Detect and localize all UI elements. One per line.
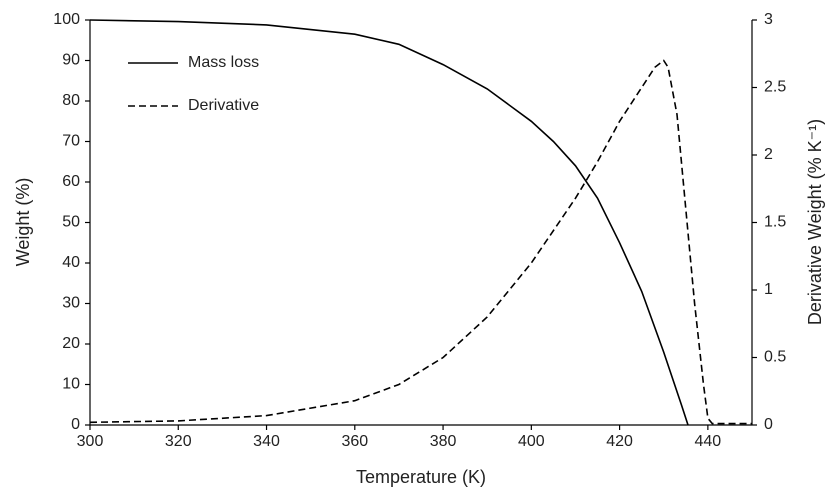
y2-tick-label: 2 [764, 146, 773, 163]
data-line [89, 19, 689, 426]
y2-tick-label: 1.5 [764, 214, 786, 231]
y-tick-label: 10 [62, 376, 80, 393]
y2-tick-label: 3 [764, 11, 773, 28]
y2-tick-label: 0.5 [764, 349, 786, 366]
y2-tick-label: 1 [764, 281, 773, 298]
legend-label: Mass loss [188, 54, 259, 71]
y-axis-label: Weight (%) [13, 178, 33, 267]
y-tick-label: 100 [53, 11, 80, 28]
x-tick-label: 400 [518, 433, 545, 450]
x-tick-label: 340 [253, 433, 280, 450]
legend-label: Derivative [188, 97, 259, 114]
y-tick-label: 70 [62, 133, 80, 150]
x-tick-label: 320 [165, 433, 192, 450]
y-tick-label: 0 [71, 416, 80, 433]
x-tick-label: 420 [606, 433, 633, 450]
x-tick-label: 380 [430, 433, 457, 450]
y-tick-label: 30 [62, 295, 80, 312]
y2-axis-label: Derivative Weight (% K⁻¹) [805, 119, 825, 325]
y-tick-label: 20 [62, 335, 80, 352]
y-tick-label: 90 [62, 52, 80, 69]
y-tick-label: 80 [62, 92, 80, 109]
y-tick-label: 40 [62, 254, 80, 271]
y2-tick-label: 0 [764, 416, 773, 433]
y2-tick-label: 2.5 [764, 79, 786, 96]
x-axis-label: Temperature (K) [356, 467, 486, 487]
x-tick-label: 440 [695, 433, 722, 450]
x-tick-label: 300 [77, 433, 104, 450]
data-line [89, 59, 752, 425]
y-tick-label: 50 [62, 214, 80, 231]
x-tick-label: 360 [341, 433, 368, 450]
y-tick-label: 60 [62, 173, 80, 190]
